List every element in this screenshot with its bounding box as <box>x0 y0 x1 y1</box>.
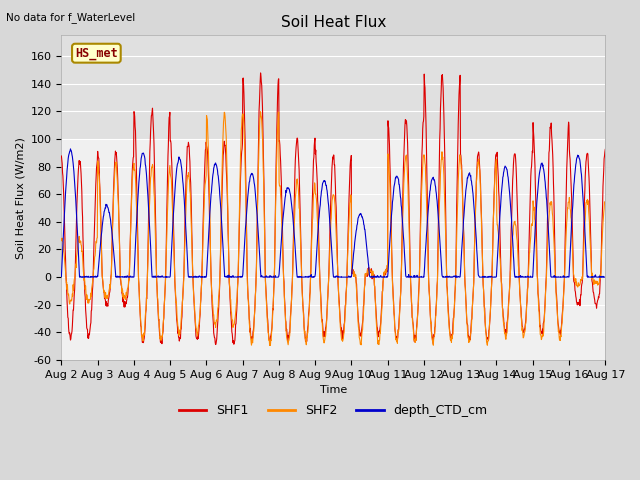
Bar <box>61 36 605 139</box>
X-axis label: Time: Time <box>320 385 347 396</box>
Text: No data for f_WaterLevel: No data for f_WaterLevel <box>6 12 136 23</box>
Text: HS_met: HS_met <box>75 47 118 60</box>
Legend: SHF1, SHF2, depth_CTD_cm: SHF1, SHF2, depth_CTD_cm <box>174 399 493 422</box>
Y-axis label: Soil Heat Flux (W/m2): Soil Heat Flux (W/m2) <box>15 137 25 259</box>
Title: Soil Heat Flux: Soil Heat Flux <box>280 15 386 30</box>
